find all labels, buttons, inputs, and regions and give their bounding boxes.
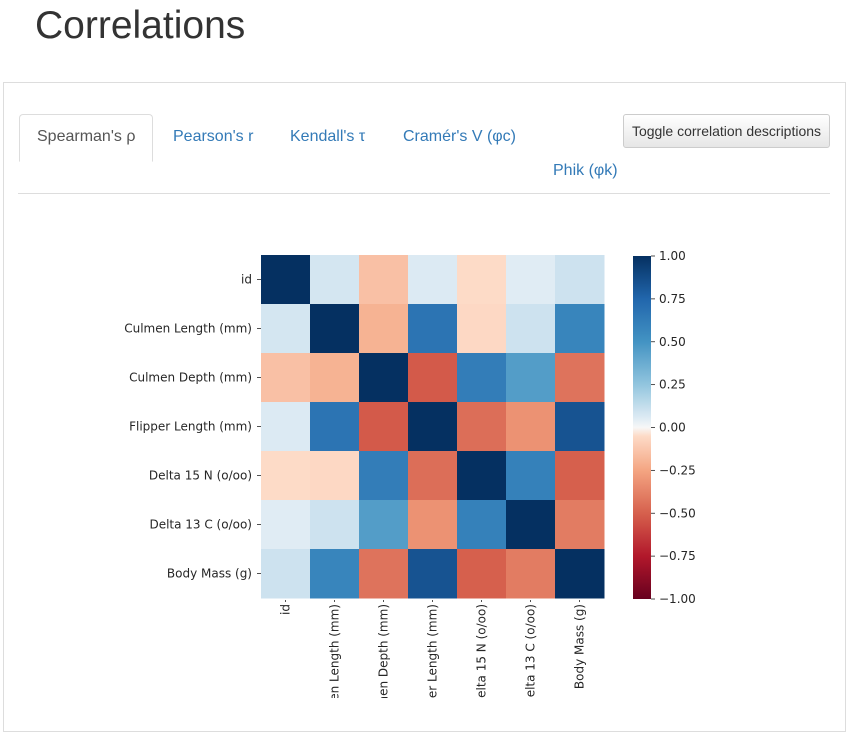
row-label-delta-15-n-o-oo: Delta 15 N (o/oo) — [149, 469, 252, 483]
row-label-flipper-length-mm: Flipper Length (mm) — [129, 420, 252, 434]
colorbar-tick-label: 0.50 — [659, 335, 686, 349]
col-label-id: id — [279, 604, 293, 615]
colorbar — [633, 256, 651, 599]
row-label-body-mass-g: Body Mass (g) — [167, 567, 252, 581]
heatmap-cell-delta-13-c-o-oo-x-delta-13-c-o-oo — [506, 500, 556, 550]
col-label-culmen-length-mm: Culmen Length (mm) — [328, 604, 342, 732]
heatmap-cell-delta-13-c-o-oo-x-flipper-length-mm — [408, 500, 458, 550]
heatmap-cell-flipper-length-mm-x-body-mass-g — [555, 402, 605, 452]
heatmap-cell-culmen-length-mm-x-body-mass-g — [555, 304, 605, 354]
heatmap-cell-delta-13-c-o-oo-x-culmen-depth-mm — [359, 500, 409, 550]
correlations-panel — [3, 82, 846, 732]
heatmap-cell-flipper-length-mm-x-flipper-length-mm — [408, 402, 458, 452]
heatmap-cell-body-mass-g-x-delta-15-n-o-oo — [457, 549, 507, 599]
heatmap-cell-culmen-depth-mm-x-delta-15-n-o-oo — [457, 353, 507, 403]
heatmap-cell-delta-15-n-o-oo-x-culmen-depth-mm — [359, 451, 409, 501]
heatmap-cell-culmen-length-mm-x-delta-13-c-o-oo — [506, 304, 556, 354]
heatmap-cell-flipper-length-mm-x-delta-13-c-o-oo — [506, 402, 556, 452]
heatmap-cell-culmen-length-mm-x-culmen-depth-mm — [359, 304, 409, 354]
heatmap-cell-delta-15-n-o-oo-x-culmen-length-mm — [310, 451, 360, 501]
heatmap-cell-delta-13-c-o-oo-x-culmen-length-mm — [310, 500, 360, 550]
colorbar-tick-label: 0.75 — [659, 292, 686, 306]
colorbar-tick-label: −0.25 — [659, 463, 696, 477]
heatmap-cell-culmen-depth-mm-x-id — [261, 353, 311, 403]
heatmap-cell-delta-13-c-o-oo-x-delta-15-n-o-oo — [457, 500, 507, 550]
col-label-delta-15-n-o-oo: Delta 15 N (o/oo) — [475, 604, 489, 707]
heatmap-cell-culmen-depth-mm-x-body-mass-g — [555, 353, 605, 403]
heatmap-cell-id-x-culmen-length-mm — [310, 255, 360, 305]
tab-cramers-v[interactable]: Cramér's V (φc) — [403, 128, 516, 145]
heatmap-cell-flipper-length-mm-x-delta-15-n-o-oo — [457, 402, 507, 452]
heatmap-cell-culmen-depth-mm-x-culmen-depth-mm — [359, 353, 409, 403]
row-label-delta-13-c-o-oo: Delta 13 C (o/oo) — [149, 518, 252, 532]
heatmap-cell-id-x-delta-15-n-o-oo — [457, 255, 507, 305]
heatmap-cell-id-x-id — [261, 255, 311, 305]
heatmap-cell-body-mass-g-x-culmen-depth-mm — [359, 549, 409, 599]
heatmap-cell-delta-13-c-o-oo-x-id — [261, 500, 311, 550]
row-label-id: id — [241, 273, 252, 287]
heatmap-cell-delta-15-n-o-oo-x-flipper-length-mm — [408, 451, 458, 501]
correlation-tabs — [18, 113, 830, 194]
heatmap-cell-delta-15-n-o-oo-x-delta-15-n-o-oo — [457, 451, 507, 501]
heatmap-cell-body-mass-g-x-body-mass-g — [555, 549, 605, 599]
colorbar-tick-label: −0.50 — [659, 506, 696, 520]
tab-kendall[interactable]: Kendall's τ — [290, 128, 366, 145]
heatmap-cell-body-mass-g-x-delta-13-c-o-oo — [506, 549, 556, 599]
heatmap-cell-culmen-length-mm-x-delta-15-n-o-oo — [457, 304, 507, 354]
heatmap-cell-body-mass-g-x-id — [261, 549, 311, 599]
col-label-delta-13-c-o-oo: Delta 13 C (o/oo) — [524, 604, 538, 707]
heatmap-cell-delta-13-c-o-oo-x-body-mass-g — [555, 500, 605, 550]
heatmap-cell-culmen-length-mm-x-flipper-length-mm — [408, 304, 458, 354]
row-label-culmen-depth-mm: Culmen Depth (mm) — [129, 371, 252, 385]
page-title: Correlations — [35, 4, 246, 47]
heatmap-cell-id-x-flipper-length-mm — [408, 255, 458, 305]
tab-spearman[interactable]: Spearman's ρ — [19, 114, 153, 162]
tab-pearson[interactable]: Pearson's r — [173, 128, 254, 145]
heatmap-cell-delta-15-n-o-oo-x-id — [261, 451, 311, 501]
heatmap-cell-id-x-delta-13-c-o-oo — [506, 255, 556, 305]
heatmap-cell-culmen-depth-mm-x-flipper-length-mm — [408, 353, 458, 403]
colorbar-tick-label: 0.25 — [659, 378, 686, 392]
heatmap-cell-delta-15-n-o-oo-x-delta-13-c-o-oo — [506, 451, 556, 501]
col-label-body-mass-g: Body Mass (g) — [573, 604, 587, 689]
colorbar-tick-label: 0.00 — [659, 421, 686, 435]
colorbar-tick-label: 1.00 — [659, 249, 686, 263]
tab-phik[interactable]: Phik (φk) — [553, 162, 618, 179]
colorbar-tick-label: −0.75 — [659, 549, 696, 563]
heatmap-cell-culmen-length-mm-x-culmen-length-mm — [310, 304, 360, 354]
heatmap-cell-flipper-length-mm-x-id — [261, 402, 311, 452]
heatmap-cell-delta-15-n-o-oo-x-body-mass-g — [555, 451, 605, 501]
heatmap-cell-culmen-depth-mm-x-culmen-length-mm — [310, 353, 360, 403]
heatmap-cell-culmen-depth-mm-x-delta-13-c-o-oo — [506, 353, 556, 403]
heatmap-cell-flipper-length-mm-x-culmen-length-mm — [310, 402, 360, 452]
col-label-flipper-length-mm: Flipper Length (mm) — [426, 604, 440, 727]
heatmap-cell-id-x-body-mass-g — [555, 255, 605, 305]
heatmap-cell-body-mass-g-x-flipper-length-mm — [408, 549, 458, 599]
heatmap-cell-culmen-length-mm-x-id — [261, 304, 311, 354]
heatmap-cell-body-mass-g-x-culmen-length-mm — [310, 549, 360, 599]
row-label-culmen-length-mm: Culmen Length (mm) — [124, 322, 252, 336]
heatmap-cell-flipper-length-mm-x-culmen-depth-mm — [359, 402, 409, 452]
colorbar-tick-label: −1.00 — [659, 592, 696, 606]
heatmap-cell-id-x-culmen-depth-mm — [359, 255, 409, 305]
col-label-culmen-depth-mm: Culmen Depth (mm) — [377, 604, 391, 727]
toggle-descriptions-button[interactable]: Toggle correlation descriptions — [623, 114, 830, 148]
